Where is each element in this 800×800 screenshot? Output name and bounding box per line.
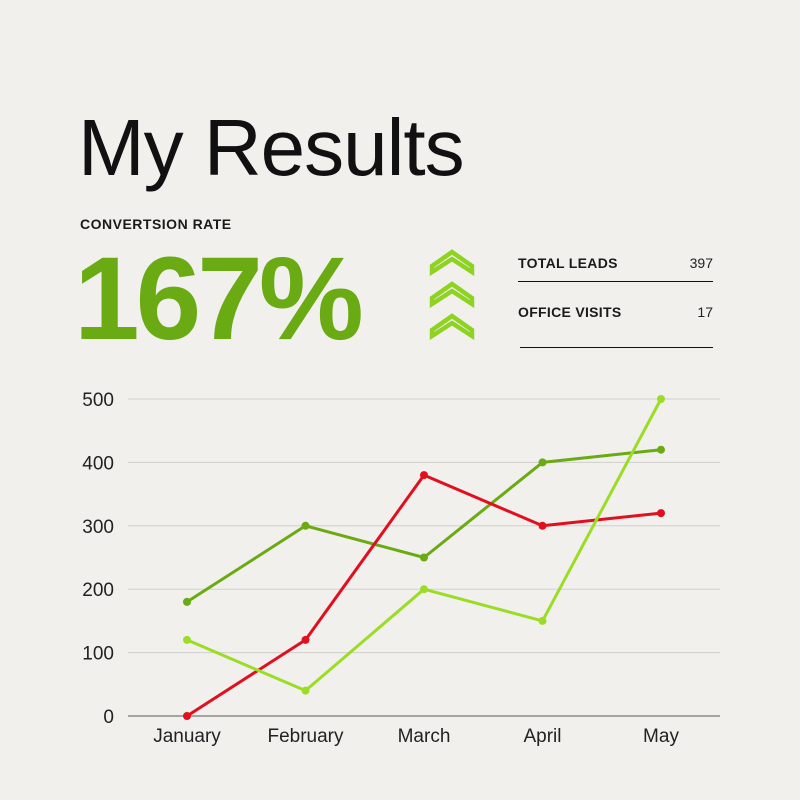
series-line xyxy=(185,473,663,718)
data-point xyxy=(183,597,191,606)
page-title: My Results xyxy=(78,103,465,192)
x-tick-label: January xyxy=(153,726,221,747)
data-point xyxy=(183,712,191,720)
stat-office-visits: OFFICE VISITS 17 xyxy=(518,295,713,330)
divider xyxy=(520,347,713,348)
y-tick-label: 200 xyxy=(82,580,114,601)
data-point xyxy=(301,635,310,644)
x-tick-label: May xyxy=(643,726,679,747)
y-tick-label: 400 xyxy=(82,453,114,474)
stats-panel: TOTAL LEADS 397 OFFICE VISITS 17 xyxy=(518,246,713,343)
metric-label: CONVERTSION RATE xyxy=(80,216,232,232)
stat-value: 397 xyxy=(689,255,713,271)
data-point xyxy=(183,635,191,644)
data-point xyxy=(301,686,310,695)
data-point xyxy=(301,521,310,530)
data-point xyxy=(657,509,665,518)
x-tick-label: February xyxy=(267,726,344,747)
y-tick-label: 300 xyxy=(82,517,114,538)
data-point xyxy=(657,445,665,454)
data-point xyxy=(420,553,428,562)
data-point xyxy=(420,471,428,480)
series-line xyxy=(185,397,663,693)
y-tick-label: 500 xyxy=(82,390,114,411)
stat-label: TOTAL LEADS xyxy=(518,255,618,271)
stat-value: 17 xyxy=(697,304,713,320)
data-point xyxy=(538,521,547,530)
x-tick-label: April xyxy=(523,726,561,747)
metric-value: 167% xyxy=(74,233,364,365)
stat-label: OFFICE VISITS xyxy=(518,304,622,320)
x-tick-label: March xyxy=(398,726,451,747)
data-point xyxy=(538,616,547,625)
stat-total-leads: TOTAL LEADS 397 xyxy=(518,246,713,282)
data-point xyxy=(538,458,547,467)
data-point xyxy=(657,395,665,403)
y-tick-label: 0 xyxy=(103,707,114,728)
triple-chevron-up-icon xyxy=(429,249,475,341)
data-point xyxy=(420,585,428,594)
y-tick-label: 100 xyxy=(82,644,114,665)
